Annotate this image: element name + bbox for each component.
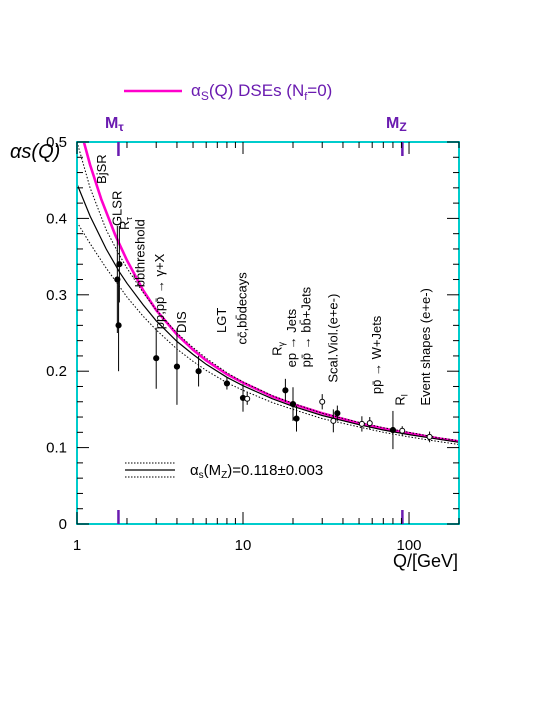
- measurement-point: [244, 392, 251, 405]
- x-tick-label: 10: [235, 537, 252, 554]
- filled-data-point: [223, 380, 231, 387]
- plot-frame: [76, 141, 460, 525]
- open-data-point: [244, 395, 251, 402]
- plot-area: [77, 142, 459, 450]
- mz-marker-label: MZ: [386, 115, 407, 134]
- process-label: DIS: [174, 311, 189, 333]
- measurement-point: [116, 226, 123, 303]
- measurement-point: [223, 377, 231, 390]
- y-tick-label: 0: [59, 516, 67, 533]
- measurement-point: [389, 410, 397, 450]
- process-label: cc̄,bb̄decays: [234, 272, 249, 345]
- process-label: Event shapes (e+e-): [418, 288, 433, 405]
- measurement-point: [195, 355, 202, 387]
- filled-data-point: [293, 415, 300, 422]
- process-label: pp̄ → W+Jets: [369, 315, 384, 394]
- measurement-point: [153, 327, 160, 389]
- open-data-point: [399, 427, 406, 434]
- open-data-point: [330, 417, 337, 424]
- filled-data-point: [153, 355, 160, 362]
- filled-data-point: [389, 426, 397, 434]
- measurement-point: [426, 431, 433, 443]
- open-data-point: [366, 420, 373, 427]
- process-label: pp,pp̄ → γ+X: [152, 253, 167, 329]
- filled-data-point: [334, 410, 341, 417]
- band-legend: αs(MZ)=0.118±0.003: [125, 462, 323, 481]
- y-tick-label: 0.1: [46, 440, 67, 457]
- filled-data-point: [115, 322, 122, 329]
- process-label: ep → Jets: [284, 308, 299, 367]
- band-legend-label: αs(MZ)=0.118±0.003: [190, 462, 323, 481]
- process-label: LGT: [214, 308, 229, 333]
- process-label: pp̄ → bb̄+Jets: [298, 286, 313, 367]
- x-tick-label: 100: [397, 537, 422, 554]
- process-label: Rl: [393, 394, 410, 405]
- mtau-marker-label: Mτ: [105, 115, 124, 134]
- measurement-point: [293, 405, 300, 432]
- measurement-point: [319, 394, 326, 410]
- measurement-point: [330, 409, 337, 433]
- measurement-point: [399, 426, 406, 436]
- filled-data-point: [289, 400, 297, 408]
- y-axis-title: αs(Q): [10, 141, 60, 163]
- y-tick-label: 0.3: [46, 287, 67, 304]
- process-label: Scal.Viol.(e+e-): [325, 294, 340, 383]
- measurement-point: [289, 387, 297, 421]
- process-label: Rτ: [117, 217, 134, 230]
- x-tick-label: 1: [73, 537, 81, 554]
- process-label: Rγ: [269, 342, 286, 356]
- dse-legend: αS(Q) DSEs (Nf=0): [124, 81, 332, 103]
- measurement-point: [115, 279, 122, 372]
- filled-data-point: [195, 368, 202, 375]
- measurement-point: [282, 378, 289, 402]
- qcd-central-curve: [77, 183, 459, 443]
- open-data-point: [358, 420, 365, 427]
- measurement-point: [334, 405, 341, 421]
- filled-data-point: [282, 387, 289, 394]
- axis-ticks: 1 10 100 0 0.1 0.2 0.3 0.4 0.5: [46, 134, 460, 554]
- process-label: GLSR: [109, 191, 124, 226]
- qcd-band-edge: [77, 221, 459, 445]
- measurement-point: [366, 417, 373, 430]
- dse-legend-label: αS(Q) DSEs (Nf=0): [191, 81, 332, 103]
- x-axis-title: Q/[GeV]: [393, 551, 458, 571]
- filled-data-point: [116, 261, 123, 268]
- y-tick-label: 0.2: [46, 363, 67, 380]
- open-data-point: [426, 433, 433, 440]
- filled-data-point: [173, 363, 181, 370]
- measurement-point: [358, 416, 365, 432]
- process-label: bb̄threshold: [132, 219, 147, 287]
- y-tick-label: 0.4: [46, 210, 67, 227]
- measurement-point: [173, 328, 181, 405]
- y-tick-label: 0.5: [46, 134, 67, 151]
- process-label: BjSR: [94, 154, 109, 184]
- open-data-point: [319, 398, 326, 405]
